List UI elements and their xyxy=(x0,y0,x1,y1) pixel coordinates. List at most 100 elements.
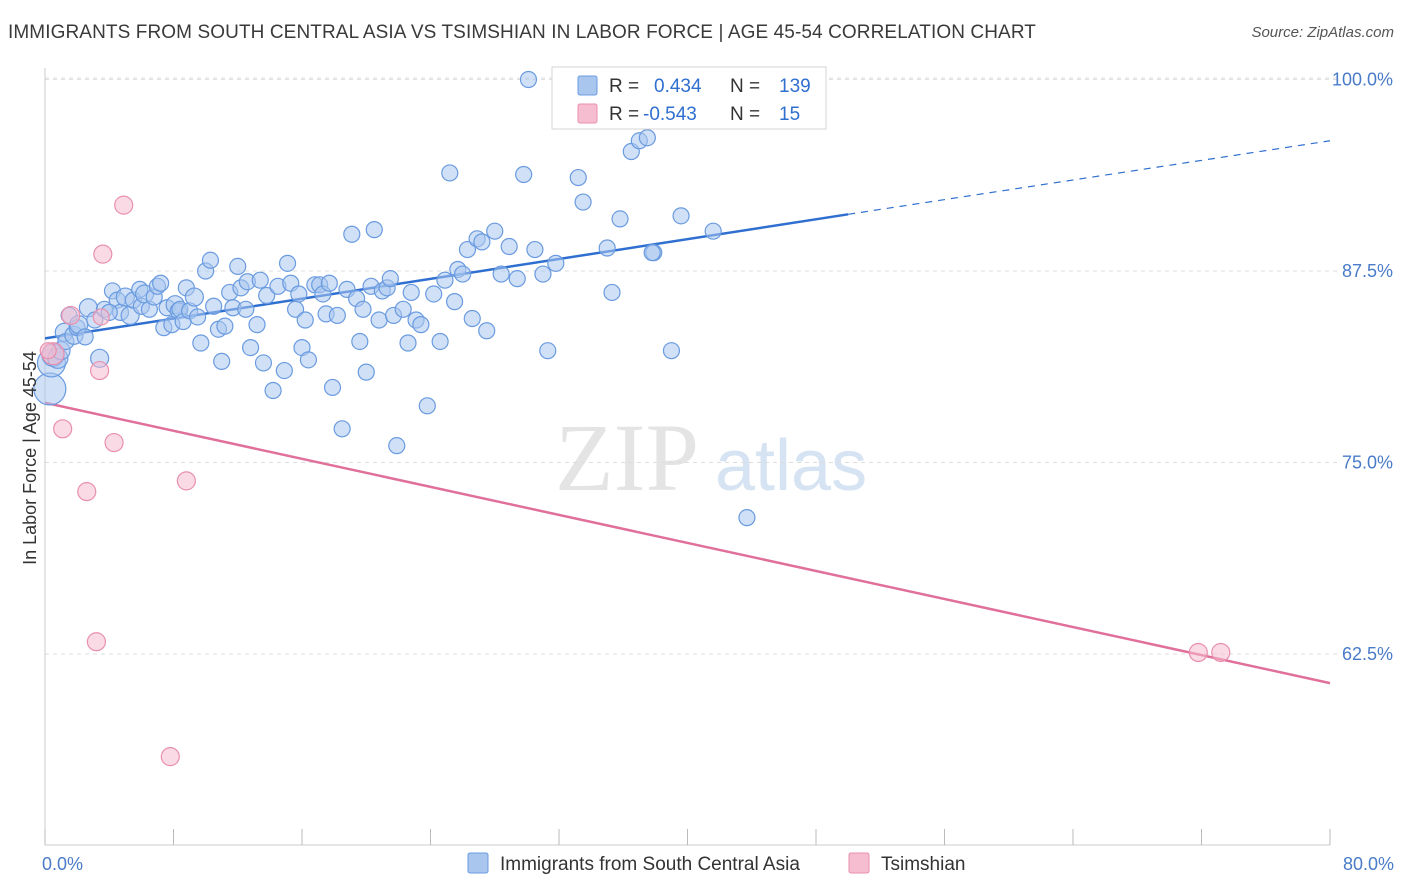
pink-point xyxy=(92,308,110,326)
blue-point xyxy=(394,300,412,318)
blue-point xyxy=(425,285,443,303)
blue-point xyxy=(201,251,220,269)
blue-point xyxy=(441,164,459,182)
pink-point xyxy=(39,342,57,360)
blue-point xyxy=(275,361,293,380)
watermark-zip: ZIP xyxy=(555,404,699,511)
blue-point xyxy=(445,293,464,311)
blue-point xyxy=(188,308,207,326)
pink-point xyxy=(61,305,81,326)
pink-trend-line xyxy=(44,401,1331,685)
blue-trend-extension xyxy=(848,140,1331,215)
pink-point xyxy=(160,747,180,767)
data-points xyxy=(33,70,1231,767)
x-tick-label-min: 0.0% xyxy=(42,854,83,874)
legend-swatch-pink xyxy=(577,103,598,124)
blue-point xyxy=(492,265,510,283)
pink-point xyxy=(114,195,134,215)
blue-point xyxy=(381,270,399,288)
blue-point xyxy=(598,239,616,257)
pink-point xyxy=(93,244,113,264)
blue-point xyxy=(229,257,247,276)
blue-point xyxy=(638,129,656,147)
legend-box xyxy=(551,66,827,130)
blue-point xyxy=(278,254,297,272)
blue-point xyxy=(454,265,472,283)
legend-n-value-2: 15 xyxy=(779,104,800,125)
blue-point xyxy=(152,274,170,292)
blue-point xyxy=(290,285,308,303)
legend-r-value-1: 0.434 xyxy=(654,76,702,97)
y-tick-label: 62.5% xyxy=(1342,644,1393,664)
blue-point xyxy=(370,311,388,329)
grid-lines xyxy=(45,77,1340,655)
blue-point xyxy=(412,316,430,334)
bottom-legend-label-blue: Immigrants from South Central Asia xyxy=(500,854,800,875)
blue-point xyxy=(213,352,231,370)
y-tick-label: 75.0% xyxy=(1342,453,1393,473)
blue-point xyxy=(526,240,544,259)
axes: 62.5% 75.0% 87.5% 100.0% xyxy=(44,68,1393,846)
blue-point xyxy=(192,334,210,352)
bottom-legend: Immigrants from South Central Asia Tsims… xyxy=(467,852,965,875)
blue-point xyxy=(672,207,690,225)
blue-point xyxy=(519,70,538,89)
blue-point xyxy=(357,363,375,381)
watermark-atlas: atlas xyxy=(715,426,867,506)
blue-point xyxy=(205,297,223,315)
blue-point xyxy=(508,270,526,288)
blue-point xyxy=(458,240,477,259)
blue-point xyxy=(237,300,255,318)
blue-point xyxy=(704,222,722,240)
legend-r-label-1: R = xyxy=(609,76,639,97)
blue-point xyxy=(515,165,533,184)
blue-point xyxy=(418,397,436,415)
blue-point xyxy=(351,332,369,351)
blue-point xyxy=(436,271,454,289)
blue-point xyxy=(296,311,314,329)
blue-point xyxy=(242,339,260,357)
legend-r-label-2: R = xyxy=(609,104,639,125)
y-tick-label: 87.5% xyxy=(1342,261,1393,281)
blue-point xyxy=(323,378,342,397)
pink-point xyxy=(104,432,124,453)
blue-point xyxy=(354,300,372,318)
blue-point xyxy=(299,351,318,369)
blue-point xyxy=(320,274,338,292)
y-axis-title: In Labor Force | Age 45-54 xyxy=(20,351,40,565)
legend-r-value-2: -0.543 xyxy=(643,104,697,125)
pink-point xyxy=(1211,642,1231,663)
pink-point xyxy=(90,360,110,381)
blue-point xyxy=(486,222,504,240)
blue-point xyxy=(534,265,552,283)
blue-point xyxy=(473,233,491,251)
x-tick-label-max: 80.0% xyxy=(1343,854,1394,874)
blue-point xyxy=(343,225,361,243)
blue-point xyxy=(402,283,420,302)
blue-point xyxy=(662,342,681,360)
blue-point xyxy=(431,332,449,351)
y-tick-label: 100.0% xyxy=(1332,70,1393,90)
blue-point xyxy=(258,286,276,305)
blue-point xyxy=(500,237,518,256)
blue-point xyxy=(547,254,565,272)
pink-point xyxy=(77,482,97,502)
bottom-legend-swatch-pink xyxy=(848,852,870,874)
blue-point xyxy=(478,322,496,340)
blue-point xyxy=(611,210,629,228)
blue-point xyxy=(399,334,417,352)
legend: R = 0.434 N = 139 R = -0.543 N = 15 xyxy=(551,66,827,130)
blue-point xyxy=(365,221,383,239)
blue-point xyxy=(76,328,94,346)
bottom-legend-swatch-blue xyxy=(467,852,489,874)
chart-title: IMMIGRANTS FROM SOUTH CENTRAL ASIA VS TS… xyxy=(8,22,1036,43)
blue-point xyxy=(388,437,406,455)
legend-n-value-1: 139 xyxy=(779,76,811,97)
blue-point xyxy=(328,306,346,325)
blue-point xyxy=(333,420,351,438)
blue-point xyxy=(251,271,269,289)
pink-point xyxy=(1188,642,1208,663)
legend-n-label-2: N = xyxy=(730,104,760,125)
blue-point xyxy=(643,244,661,262)
